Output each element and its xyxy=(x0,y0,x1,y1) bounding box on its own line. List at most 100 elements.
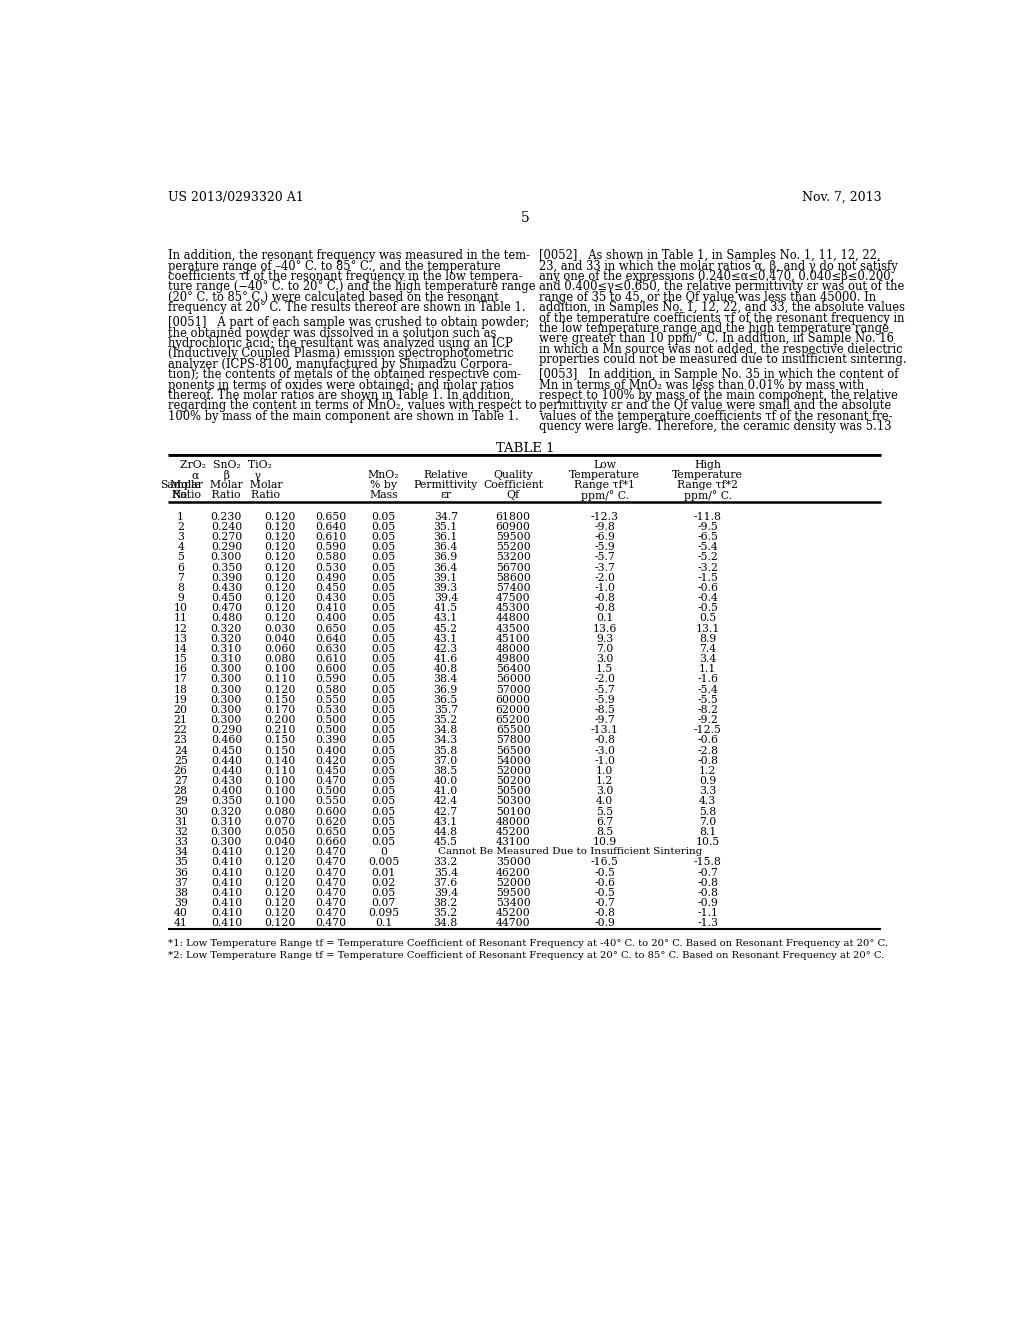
Text: 2: 2 xyxy=(177,521,184,532)
Text: 0.400: 0.400 xyxy=(315,746,347,755)
Text: 34: 34 xyxy=(174,847,187,857)
Text: Range τf*2: Range τf*2 xyxy=(677,480,738,490)
Text: frequency at 20° C. The results thereof are shown in Table 1.: frequency at 20° C. The results thereof … xyxy=(168,301,526,314)
Text: Temperature: Temperature xyxy=(673,470,743,480)
Text: 0.05: 0.05 xyxy=(372,644,396,653)
Text: 0.05: 0.05 xyxy=(372,521,396,532)
Text: -5.9: -5.9 xyxy=(594,543,615,552)
Text: εr: εr xyxy=(440,490,452,500)
Text: -5.5: -5.5 xyxy=(697,694,718,705)
Text: 0.040: 0.040 xyxy=(264,634,296,644)
Text: 0.120: 0.120 xyxy=(264,553,296,562)
Text: 3.0: 3.0 xyxy=(596,787,613,796)
Text: 0.05: 0.05 xyxy=(372,593,396,603)
Text: 0.120: 0.120 xyxy=(264,583,296,593)
Text: 45200: 45200 xyxy=(496,908,530,919)
Text: 0.080: 0.080 xyxy=(264,655,296,664)
Text: hydrochloric acid; the resultant was analyzed using an ICP: hydrochloric acid; the resultant was ana… xyxy=(168,337,513,350)
Text: 47500: 47500 xyxy=(496,593,530,603)
Text: regarding the content in terms of MnO₂, values with respect to: regarding the content in terms of MnO₂, … xyxy=(168,400,537,412)
Text: 11: 11 xyxy=(174,614,187,623)
Text: 0.450: 0.450 xyxy=(211,593,242,603)
Text: 53400: 53400 xyxy=(496,898,530,908)
Text: 7.4: 7.4 xyxy=(699,644,716,653)
Text: 0.120: 0.120 xyxy=(264,858,296,867)
Text: -5.7: -5.7 xyxy=(594,685,615,694)
Text: -0.5: -0.5 xyxy=(594,867,615,878)
Text: 0.05: 0.05 xyxy=(372,553,396,562)
Text: 30: 30 xyxy=(174,807,187,817)
Text: 0.02: 0.02 xyxy=(372,878,396,888)
Text: 3.3: 3.3 xyxy=(699,787,717,796)
Text: 0.440: 0.440 xyxy=(211,756,242,766)
Text: 0.05: 0.05 xyxy=(372,623,396,634)
Text: 0.05: 0.05 xyxy=(372,614,396,623)
Text: 45.5: 45.5 xyxy=(434,837,458,847)
Text: perature range of –40° C. to 85° C., and the temperature: perature range of –40° C. to 85° C., and… xyxy=(168,260,501,273)
Text: ZrO₂  SnO₂  TiO₂: ZrO₂ SnO₂ TiO₂ xyxy=(180,461,272,470)
Text: 37.0: 37.0 xyxy=(433,756,458,766)
Text: -0.5: -0.5 xyxy=(697,603,718,614)
Text: 65500: 65500 xyxy=(496,725,530,735)
Text: -2.0: -2.0 xyxy=(594,675,615,685)
Text: 50200: 50200 xyxy=(496,776,530,787)
Text: 0.210: 0.210 xyxy=(264,725,296,735)
Text: 0.530: 0.530 xyxy=(315,705,347,715)
Text: 0.290: 0.290 xyxy=(211,543,242,552)
Text: 0.05: 0.05 xyxy=(372,796,396,807)
Text: 35: 35 xyxy=(174,858,187,867)
Text: 0.590: 0.590 xyxy=(315,675,346,685)
Text: 1.2: 1.2 xyxy=(699,766,717,776)
Text: [0051]   A part of each sample was crushed to obtain powder;: [0051] A part of each sample was crushed… xyxy=(168,317,529,329)
Text: 56700: 56700 xyxy=(496,562,530,573)
Text: 0.120: 0.120 xyxy=(264,867,296,878)
Text: 0.120: 0.120 xyxy=(264,562,296,573)
Text: 35.1: 35.1 xyxy=(433,521,458,532)
Text: 0.310: 0.310 xyxy=(211,644,242,653)
Text: analyzer (ICPS-8100, manufactured by Shimadzu Corpora-: analyzer (ICPS-8100, manufactured by Shi… xyxy=(168,358,512,371)
Text: 0.1: 0.1 xyxy=(375,919,392,928)
Text: 0.05: 0.05 xyxy=(372,807,396,817)
Text: of the temperature coefficients τf of the resonant frequency in: of the temperature coefficients τf of th… xyxy=(539,312,904,325)
Text: 0.120: 0.120 xyxy=(264,593,296,603)
Text: 0.410: 0.410 xyxy=(211,908,242,919)
Text: 13.6: 13.6 xyxy=(593,623,616,634)
Text: 53200: 53200 xyxy=(496,553,530,562)
Text: 0.410: 0.410 xyxy=(211,867,242,878)
Text: 0.100: 0.100 xyxy=(264,796,296,807)
Text: 8: 8 xyxy=(177,583,184,593)
Text: 0.660: 0.660 xyxy=(315,837,347,847)
Text: 0.05: 0.05 xyxy=(372,573,396,583)
Text: 35.4: 35.4 xyxy=(434,867,458,878)
Text: Molar  Molar  Molar: Molar Molar Molar xyxy=(170,480,283,490)
Text: 0.07: 0.07 xyxy=(372,898,396,908)
Text: -0.8: -0.8 xyxy=(594,603,615,614)
Text: -13.1: -13.1 xyxy=(591,725,618,735)
Text: 0.650: 0.650 xyxy=(315,826,347,837)
Text: 0.290: 0.290 xyxy=(211,725,242,735)
Text: 0.350: 0.350 xyxy=(211,796,242,807)
Text: -1.3: -1.3 xyxy=(697,919,718,928)
Text: 0.120: 0.120 xyxy=(264,543,296,552)
Text: 3.4: 3.4 xyxy=(699,655,717,664)
Text: 8.9: 8.9 xyxy=(699,634,717,644)
Text: 50300: 50300 xyxy=(496,796,530,807)
Text: 0.440: 0.440 xyxy=(211,766,242,776)
Text: 0.040: 0.040 xyxy=(264,837,296,847)
Text: 10.5: 10.5 xyxy=(695,837,720,847)
Text: 5.8: 5.8 xyxy=(699,807,717,817)
Text: -3.0: -3.0 xyxy=(594,746,615,755)
Text: 18: 18 xyxy=(174,685,187,694)
Text: 50500: 50500 xyxy=(496,787,530,796)
Text: 0.120: 0.120 xyxy=(264,919,296,928)
Text: 0.120: 0.120 xyxy=(264,512,296,521)
Text: 13.1: 13.1 xyxy=(695,623,720,634)
Text: 0.350: 0.350 xyxy=(211,562,242,573)
Text: 0.05: 0.05 xyxy=(372,664,396,675)
Text: 38: 38 xyxy=(174,888,187,898)
Text: TABLE 1: TABLE 1 xyxy=(496,442,554,455)
Text: 0.320: 0.320 xyxy=(211,634,242,644)
Text: 7.0: 7.0 xyxy=(596,644,613,653)
Text: 0.05: 0.05 xyxy=(372,735,396,746)
Text: -0.9: -0.9 xyxy=(697,898,718,908)
